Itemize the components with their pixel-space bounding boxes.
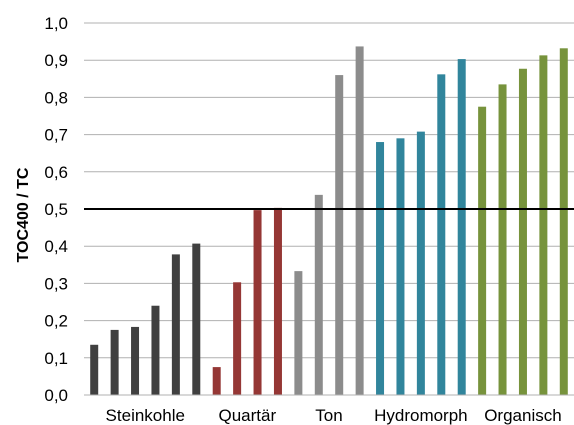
bar xyxy=(539,55,548,395)
y-tick-label: 0,3 xyxy=(44,274,68,293)
bar xyxy=(273,207,282,395)
bar xyxy=(212,367,221,395)
bar xyxy=(478,106,487,395)
y-tick-label: 0,4 xyxy=(44,237,68,256)
bar xyxy=(151,305,160,395)
bar xyxy=(90,344,99,395)
bar xyxy=(559,48,568,396)
y-tick-label: 1,0 xyxy=(44,14,68,33)
bars xyxy=(90,46,568,396)
bar xyxy=(437,74,446,395)
bar xyxy=(416,131,425,395)
category-label: Ton xyxy=(315,406,342,425)
y-tick-label: 0,0 xyxy=(44,386,68,405)
category-label: Quartär xyxy=(219,406,277,425)
y-tick-label: 0,7 xyxy=(44,126,68,145)
y-tick-label: 0,9 xyxy=(44,51,68,70)
category-label: Hydromorph xyxy=(374,406,468,425)
bar xyxy=(518,68,527,396)
bar xyxy=(355,46,364,395)
bar xyxy=(335,75,344,395)
bar xyxy=(171,254,180,395)
y-axis-title: TOC400 / TC xyxy=(15,167,32,262)
y-axis-ticks: 0,0 0,1 0,2 0,3 0,4 0,5 0,6 0,7 0,8 0,9 1,0 xyxy=(44,14,68,405)
bar xyxy=(192,243,201,395)
category-labels: Steinkohle Quartär Ton Hydromorph Organisch xyxy=(106,406,562,425)
bar xyxy=(314,194,323,395)
y-tick-label: 0,5 xyxy=(44,200,68,219)
category-label: Organisch xyxy=(484,406,561,425)
bar xyxy=(253,210,262,395)
bar xyxy=(376,142,385,395)
y-tick-label: 0,1 xyxy=(44,349,68,368)
bar xyxy=(498,84,507,395)
bar xyxy=(294,271,303,395)
bar xyxy=(233,282,242,395)
y-tick-label: 0,6 xyxy=(44,163,68,182)
bar xyxy=(396,138,405,395)
y-tick-label: 0,2 xyxy=(44,312,68,331)
bar xyxy=(110,329,119,395)
category-label: Steinkohle xyxy=(106,406,185,425)
bar xyxy=(457,59,466,396)
y-tick-label: 0,8 xyxy=(44,88,68,107)
bar xyxy=(131,326,140,395)
